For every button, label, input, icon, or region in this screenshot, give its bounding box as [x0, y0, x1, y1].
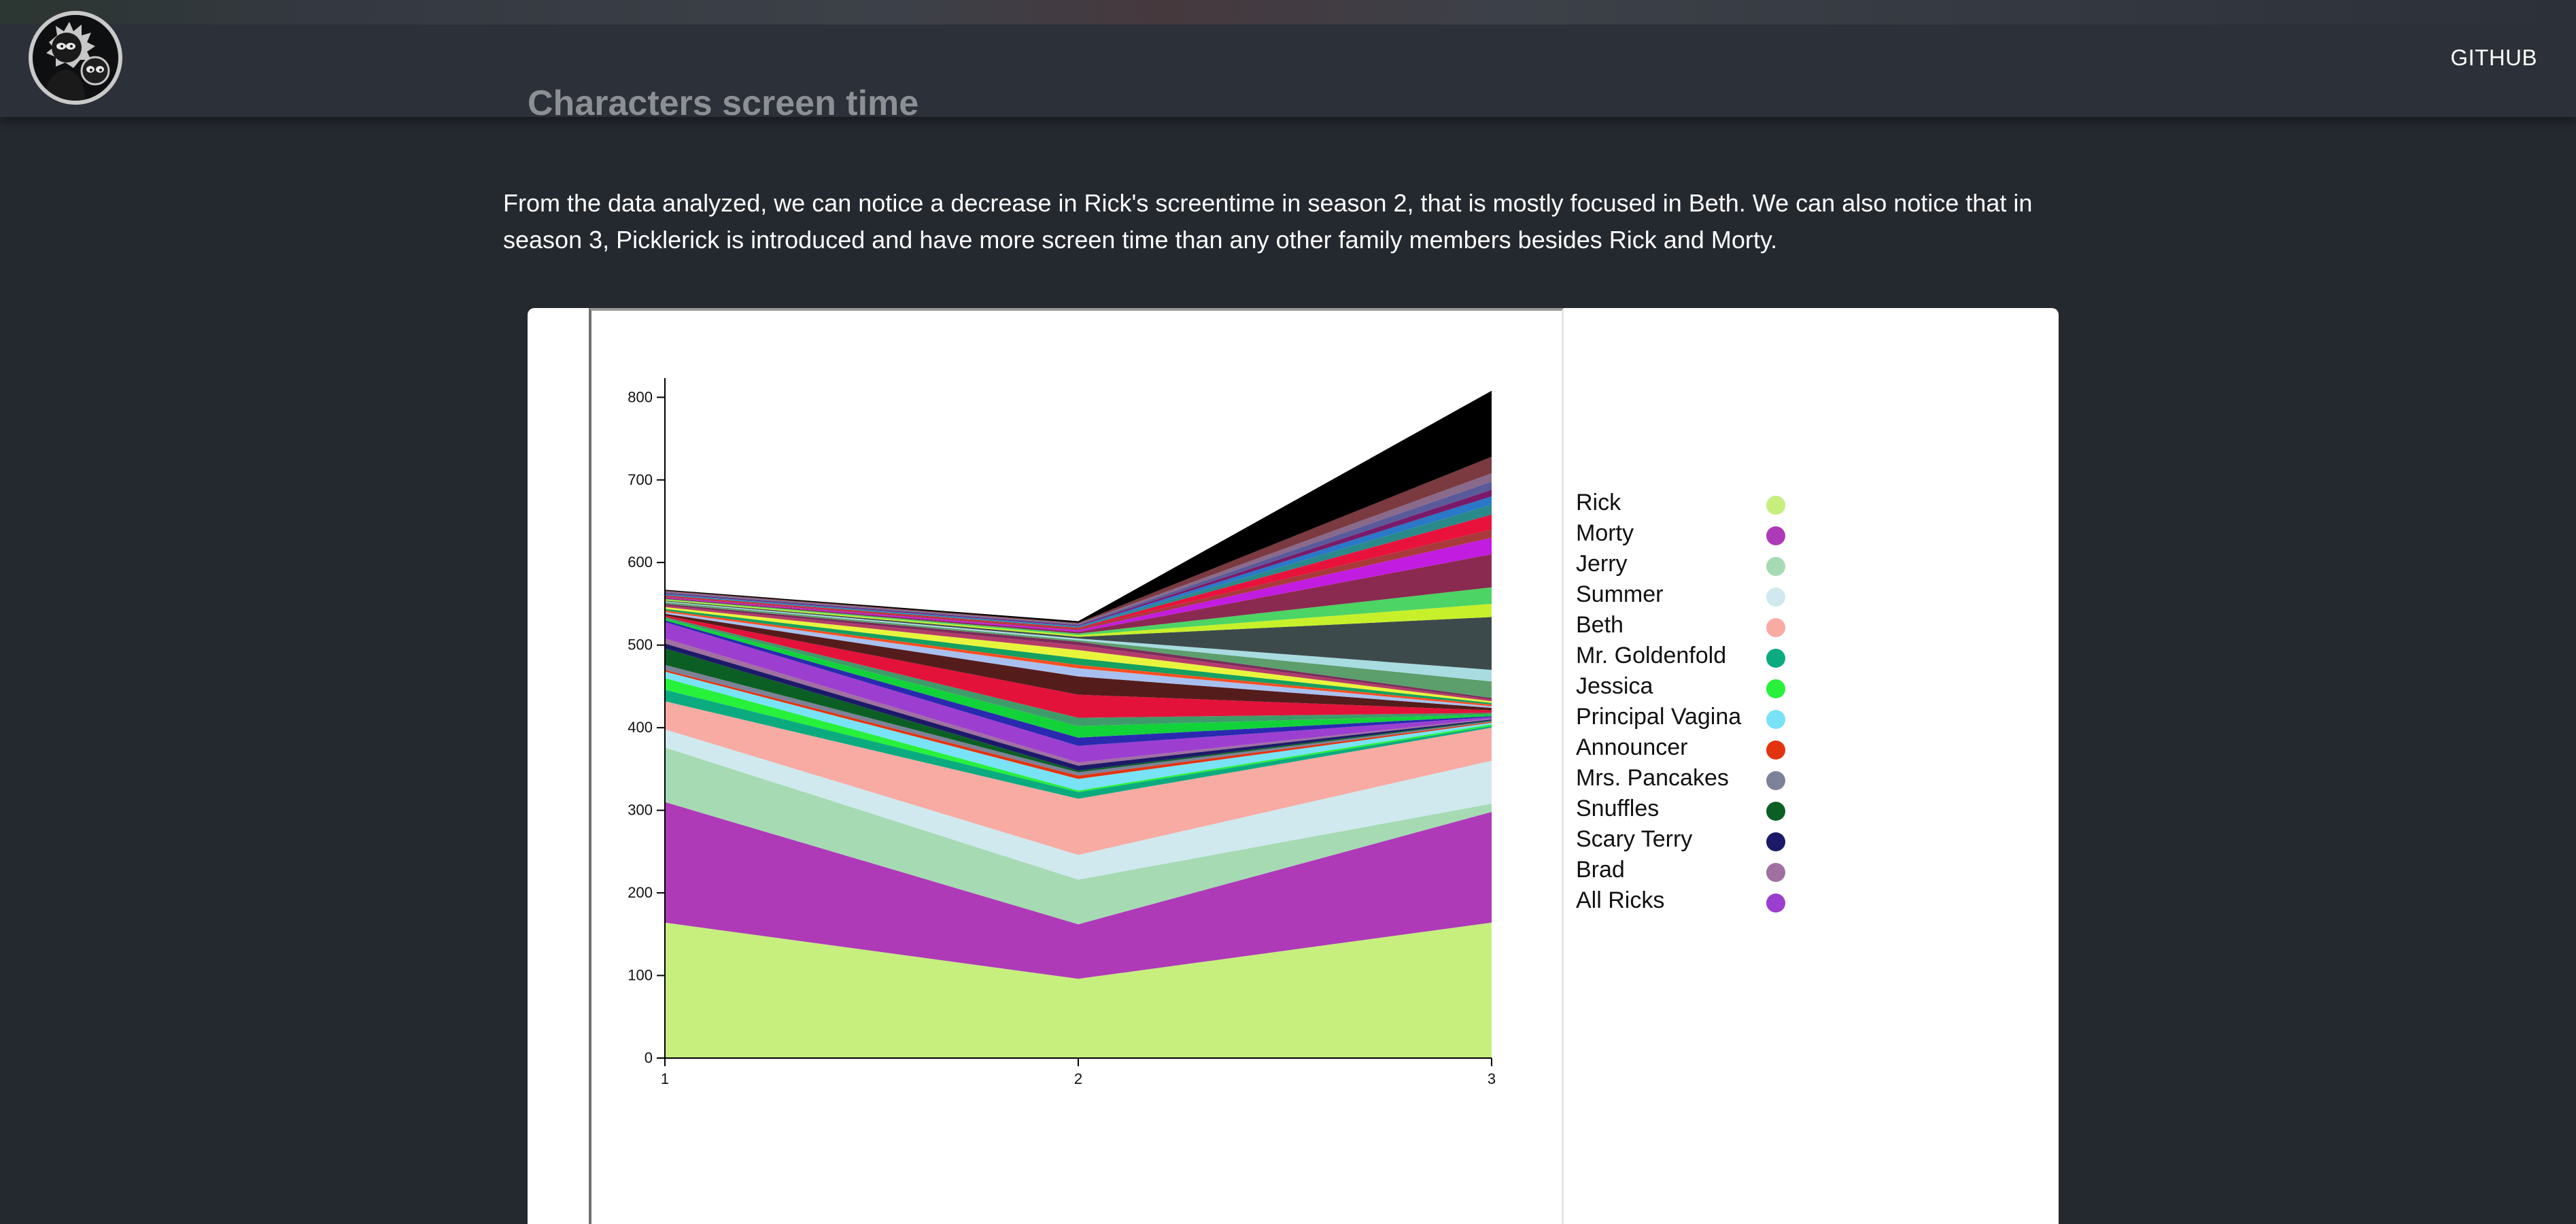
legend-label: Mrs. Pancakes — [1576, 765, 1729, 791]
legend-label: Jerry — [1576, 551, 1628, 577]
y-tick-label: 400 — [628, 719, 653, 736]
y-tick-label: 100 — [628, 967, 653, 984]
legend-item[interactable]: Summer — [1576, 581, 1807, 609]
legend-color-dot — [1766, 679, 1785, 698]
legend-color-dot — [1766, 618, 1785, 637]
y-tick-label: 800 — [628, 388, 653, 405]
y-tick-label: 500 — [628, 636, 653, 653]
legend-label: All Ricks — [1576, 887, 1665, 913]
legend-item[interactable]: Mrs. Pancakes — [1576, 765, 1807, 792]
legend-item[interactable]: Morty — [1576, 520, 1807, 547]
legend-item[interactable]: Rick — [1576, 490, 1807, 517]
area-series-layer-23 — [665, 607, 1492, 703]
area-series-layer-18 — [665, 615, 1492, 718]
logo-icon[interactable] — [29, 11, 122, 105]
y-tick-label: 600 — [628, 554, 653, 571]
y-tick-label: 200 — [628, 884, 653, 901]
legend-label: Announcer — [1576, 734, 1688, 760]
x-tick-label: 1 — [661, 1070, 669, 1087]
legend-label: Jessica — [1576, 673, 1653, 699]
x-tick-label: 3 — [1488, 1070, 1496, 1087]
legend-item[interactable]: All Ricks — [1576, 887, 1807, 915]
legend-item[interactable]: Jerry — [1576, 551, 1807, 578]
area-series-mrs-pancakes — [665, 664, 1492, 776]
area-series-beth — [665, 701, 1492, 855]
area-series-layer-21 — [665, 610, 1492, 707]
legend-color-dot — [1766, 863, 1785, 882]
area-series-layer-17 — [665, 617, 1492, 726]
chart-axes: 0 100 200 300 400 500 600 700 800 1 2 3 — [628, 378, 1496, 1087]
x-tick-label: 2 — [1074, 1070, 1082, 1087]
legend-color-dot — [1766, 832, 1785, 851]
area-series-layer-30 — [665, 587, 1492, 636]
legend-color-dot — [1766, 771, 1785, 790]
legend-item[interactable]: Mr. Goldenfold — [1576, 643, 1807, 670]
github-link[interactable]: GITHUB — [2450, 45, 2537, 70]
page-title: Characters screen time — [528, 84, 919, 123]
legend-color-dot — [1766, 710, 1785, 729]
legend-item[interactable]: Announcer — [1576, 734, 1807, 762]
area-series-layer-22 — [665, 609, 1492, 705]
area-series-morty — [665, 802, 1492, 979]
area-series-layer-41 — [665, 390, 1492, 623]
legend-label: Principal Vagina — [1576, 704, 1742, 730]
area-series-layer-24 — [665, 605, 1492, 702]
area-series-layer-32 — [665, 537, 1492, 632]
legend-color-dot — [1766, 526, 1785, 545]
legend-color-dot — [1766, 588, 1785, 607]
legend-label: Brad — [1576, 857, 1625, 883]
rick-morty-logo-graphic — [33, 15, 118, 101]
legend-label: Morty — [1576, 520, 1634, 546]
area-series-layer-27 — [665, 601, 1492, 682]
chart-frame — [589, 308, 1564, 1224]
area-series-layer-19 — [665, 613, 1492, 711]
legend-color-dot — [1766, 802, 1785, 821]
top-navbar: GITHUB — [0, 0, 2576, 117]
area-series-summer — [665, 729, 1492, 880]
legend-label: Rick — [1576, 490, 1621, 515]
legend-item[interactable]: Beth — [1576, 612, 1807, 639]
legend-color-dot — [1766, 741, 1785, 760]
area-series-layer-28 — [665, 600, 1492, 670]
navbar-banner-strip — [0, 0, 2576, 24]
legend-item[interactable]: Brad — [1576, 857, 1807, 884]
legend-color-dot — [1766, 557, 1785, 576]
area-series-jerry — [665, 747, 1492, 925]
legend-color-dot — [1766, 649, 1785, 668]
y-tick-label: 300 — [628, 802, 653, 819]
y-tick-label: 0 — [645, 1049, 653, 1066]
legend-color-dot — [1766, 894, 1785, 913]
intro-paragraph: From the data analyzed, we can notice a … — [503, 189, 2033, 254]
area-series-layer-29 — [665, 599, 1492, 637]
legend-item[interactable]: Snuffles — [1576, 796, 1807, 823]
area-layers — [665, 390, 1492, 1058]
legend-label: Summer — [1576, 581, 1664, 607]
legend-label: Mr. Goldenfold — [1576, 643, 1727, 668]
legend-item[interactable]: Jessica — [1576, 673, 1807, 700]
area-series-layer-31 — [665, 554, 1492, 634]
legend-label: Scary Terry — [1576, 826, 1693, 852]
legend-item[interactable]: Principal Vagina — [1576, 704, 1807, 731]
area-series-rick — [665, 922, 1492, 1058]
legend-color-dot — [1766, 496, 1785, 515]
legend-item[interactable]: Scary Terry — [1576, 826, 1807, 853]
legend-label: Beth — [1576, 612, 1624, 638]
legend-label: Snuffles — [1576, 796, 1660, 821]
y-tick-label: 700 — [628, 471, 653, 488]
